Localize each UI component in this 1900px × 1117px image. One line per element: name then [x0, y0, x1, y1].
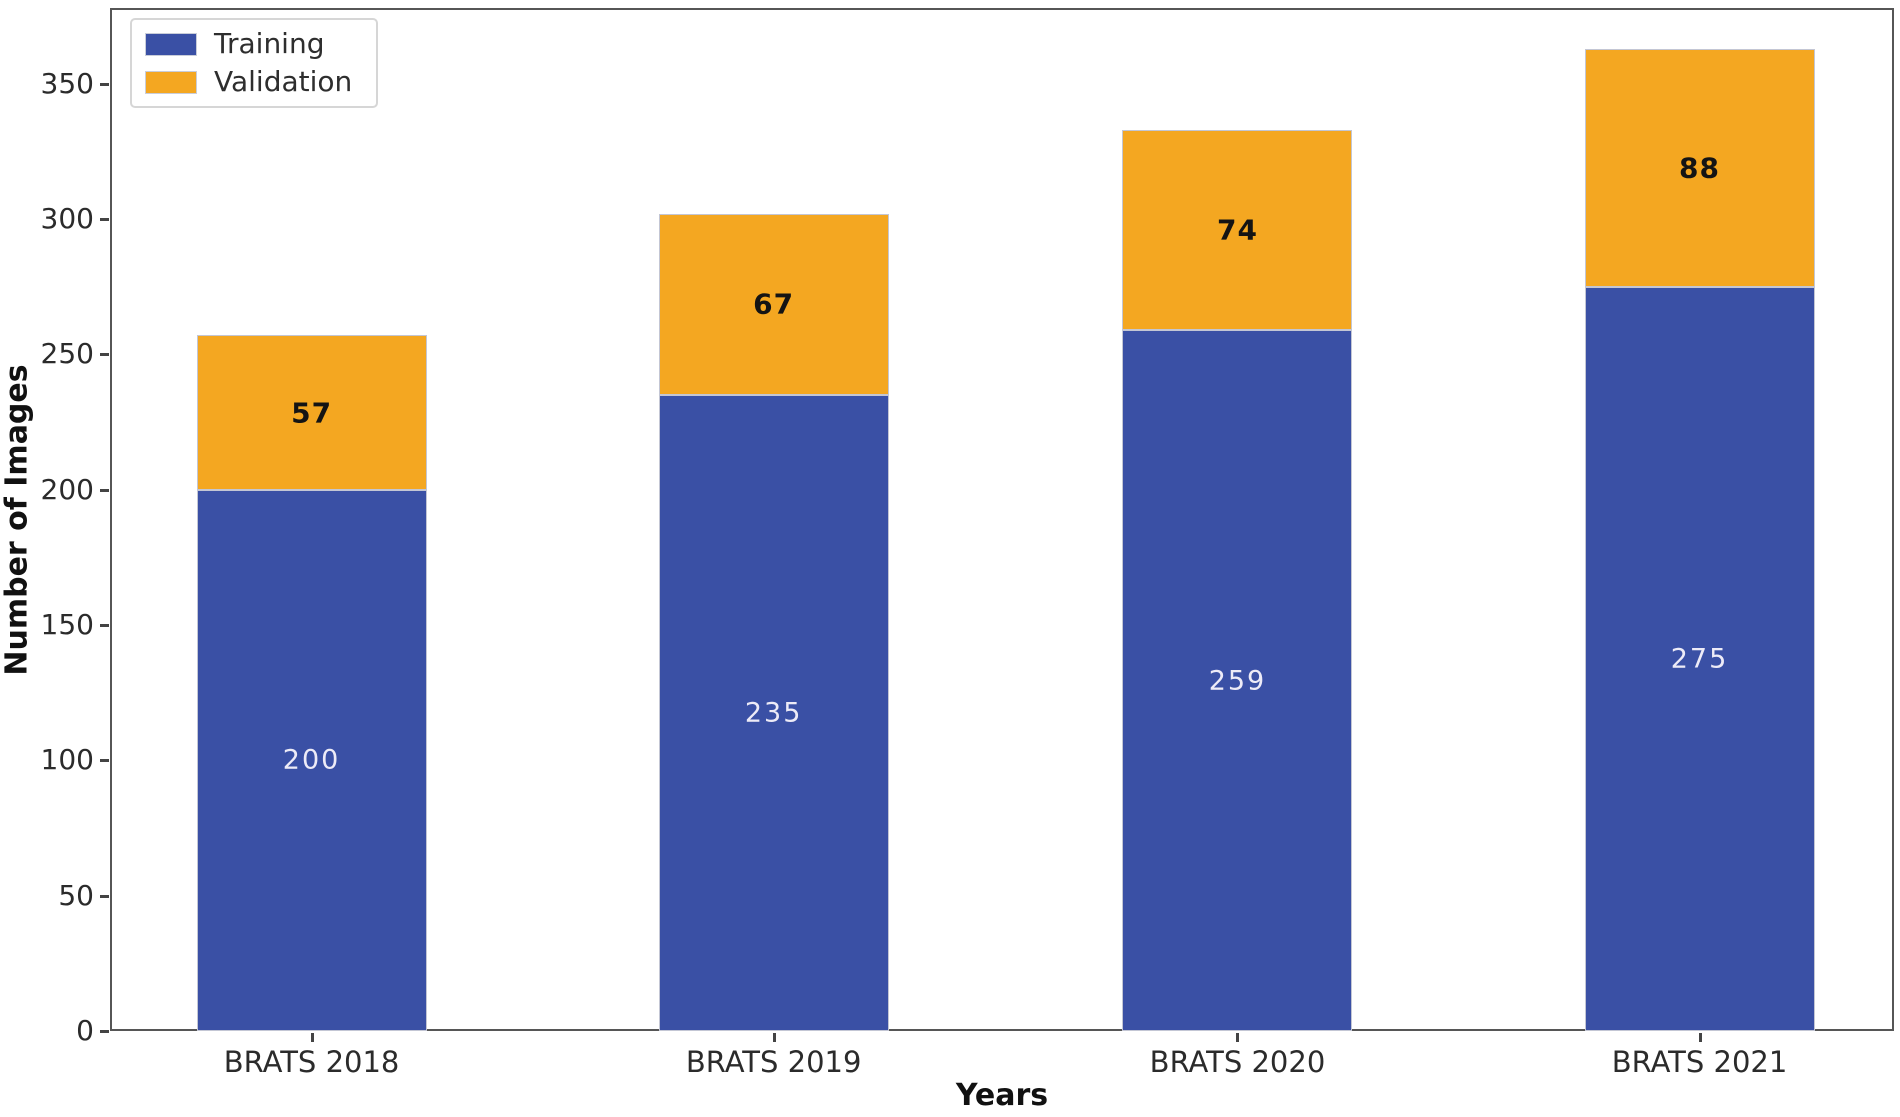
x-tick-mark — [1236, 1033, 1240, 1042]
bar-group-brats-2020: 74 259 — [1122, 129, 1353, 1031]
y-tick-label: 100 — [40, 743, 94, 777]
bar-value-label-training: 275 — [1670, 643, 1729, 675]
bar-segment-validation — [1122, 129, 1353, 331]
bar-value-label-training: 200 — [282, 744, 341, 776]
y-tick-mark — [100, 894, 109, 898]
y-tick-mark — [100, 353, 109, 357]
x-tick-mark — [772, 1033, 776, 1042]
y-tick-mark — [100, 82, 109, 86]
y-tick-label: 300 — [40, 202, 94, 236]
bar-segment-training — [658, 394, 889, 1031]
bar-value-label-validation: 57 — [291, 396, 333, 430]
bar-value-label-training: 235 — [744, 697, 803, 729]
legend-item-validation: Validation — [145, 68, 352, 96]
bar-segment-training — [196, 489, 427, 1031]
x-tick-label: BRATS 2018 — [223, 1045, 400, 1079]
y-tick-label: 250 — [40, 337, 94, 371]
y-tick-label: 350 — [40, 66, 94, 100]
bar-value-label-training: 259 — [1208, 665, 1267, 697]
bar-segment-training — [1584, 286, 1815, 1031]
bar-segment-training — [1122, 330, 1353, 1031]
bar-group-brats-2021: 88 275 — [1584, 48, 1815, 1031]
bar-segment-validation — [196, 335, 427, 490]
x-tick-label: BRATS 2021 — [1611, 1045, 1788, 1079]
bar-segment-validation — [658, 213, 889, 395]
y-tick-mark — [100, 624, 109, 628]
validation-color-swatch — [145, 70, 197, 94]
bar-value-label-validation: 67 — [753, 287, 795, 321]
legend-label-training: Training — [214, 27, 325, 60]
y-tick-mark — [100, 218, 109, 222]
legend-label-validation: Validation — [214, 65, 353, 98]
bar-segment-validation — [1584, 48, 1815, 287]
training-color-swatch — [145, 32, 197, 56]
y-tick-label: 200 — [40, 472, 94, 506]
x-tick-label: BRATS 2019 — [685, 1045, 862, 1079]
legend-item-training: Training — [145, 30, 352, 58]
legend: Training Validation — [130, 18, 379, 108]
y-tick-label: 150 — [40, 608, 94, 642]
y-tick-mark — [100, 488, 109, 492]
x-tick-mark — [310, 1033, 314, 1042]
bar-value-label-validation: 74 — [1217, 213, 1258, 247]
bar-group-brats-2019: 67 235 — [658, 213, 889, 1031]
x-tick-mark — [1698, 1033, 1702, 1042]
x-axis-title: Years — [955, 1078, 1049, 1113]
y-tick-mark — [100, 759, 109, 763]
bar-value-label-validation: 88 — [1679, 151, 1721, 185]
y-tick-label: 0 — [76, 1014, 94, 1047]
bar-group-brats-2018: 57 200 — [196, 335, 427, 1031]
y-tick-mark — [100, 1030, 109, 1033]
y-tick-label: 50 — [58, 878, 94, 912]
x-tick-label: BRATS 2020 — [1149, 1045, 1326, 1079]
